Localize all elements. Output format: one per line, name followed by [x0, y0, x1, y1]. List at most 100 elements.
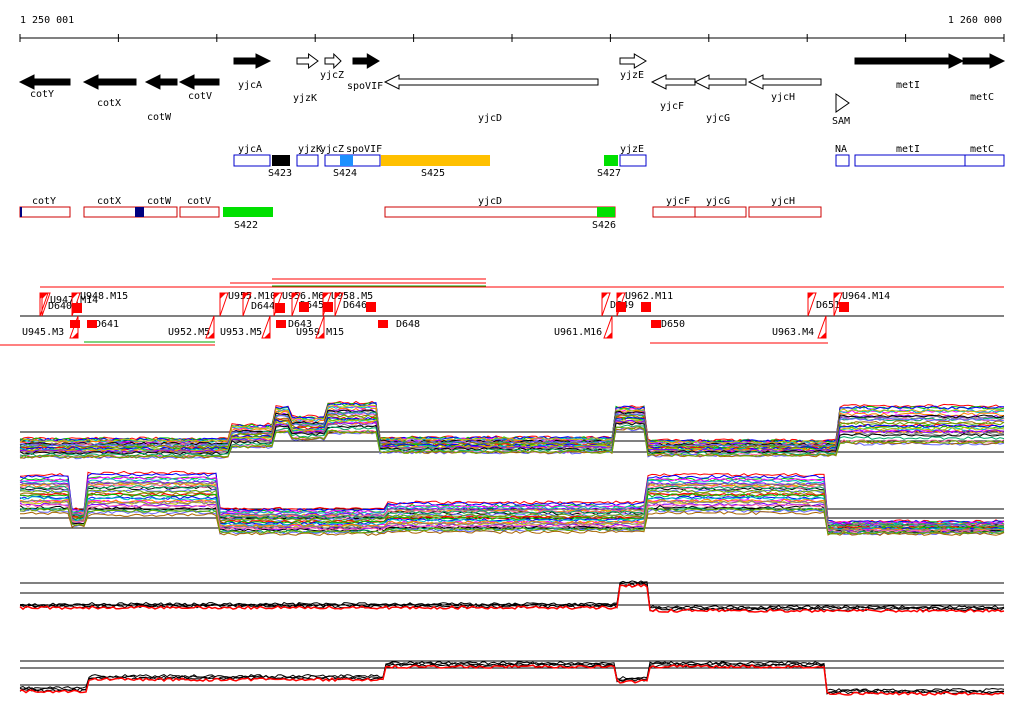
- gene-label-cotX: cotX: [97, 98, 121, 109]
- feature-label-lower: U952.M5: [168, 327, 210, 338]
- minus-box-label: cotW: [147, 196, 172, 207]
- feature-label-upper: U947.M14: [50, 295, 98, 306]
- plus-segment: [340, 155, 353, 166]
- plus-box-label: yjcZ: [320, 144, 344, 155]
- promoter-flag: [602, 293, 608, 299]
- terminator-marker: [378, 320, 388, 328]
- gene-arrow-yjcA: [233, 53, 272, 69]
- gene-label-yjcZ: yjcZ: [320, 70, 344, 81]
- plus-box: [296, 154, 319, 167]
- position-ruler: 1 250 001 1 260 000: [19, 15, 1005, 42]
- feature-label-upper: D651: [816, 300, 840, 311]
- plus-box-label: metC: [970, 144, 994, 155]
- feature-label-upper: D645: [300, 300, 324, 311]
- minus-box-label: yjcD: [478, 196, 502, 207]
- plus-box: [835, 154, 850, 167]
- feature-label-upper: D646: [343, 300, 367, 311]
- promoter-flag: [243, 293, 249, 299]
- terminator-marker: [276, 320, 286, 328]
- minus-box-label: cotV: [187, 196, 211, 207]
- minus-box: [384, 206, 616, 218]
- profile-trace: [19, 476, 1005, 525]
- gene-label-yjcF: yjcF: [660, 101, 684, 112]
- plus-segment-label: S425: [421, 168, 445, 179]
- promoter-flag: [808, 293, 814, 299]
- ruler-end-label: 1 260 000: [948, 15, 1002, 26]
- profile-trace: [19, 422, 1005, 456]
- feature-label-upper: U958.M5: [331, 291, 373, 302]
- promoter-flag: [40, 293, 46, 299]
- promoter-flag: [335, 293, 341, 299]
- plus-box-label: spoVIF: [346, 144, 382, 155]
- minus-box-label: cotX: [97, 196, 121, 207]
- ruler-ticks: [19, 34, 1005, 42]
- terminator-marker: [641, 302, 651, 312]
- gene-arrow-yjcF: [650, 74, 696, 90]
- gene-label-metC: metC: [970, 92, 994, 103]
- promoter-flag: [274, 293, 280, 299]
- plus-box: [964, 154, 1005, 167]
- minus-marker: [20, 207, 22, 217]
- expression-profile-minus-multi: [19, 470, 1005, 537]
- gene-arrow-metC: [962, 53, 1006, 69]
- summary-trace: [19, 662, 1005, 694]
- summary-trace: [19, 664, 1005, 696]
- minus-segment-label: S422: [234, 220, 258, 231]
- plus-box-label: NA: [835, 144, 847, 155]
- ruler-start-label: 1 250 001: [20, 15, 74, 26]
- feature-label-lower: D648: [396, 319, 420, 330]
- feature-label-upper: D644: [251, 301, 275, 312]
- feature-label-upper: U955.M10: [228, 291, 276, 302]
- feature-label-lower: U959.M15: [296, 327, 344, 338]
- promoter-flag: [617, 293, 623, 299]
- gene-arrow-yjzE: [619, 53, 647, 69]
- gene-label-cotW: cotW: [147, 112, 172, 123]
- feature-label-upper: D640: [48, 301, 72, 312]
- gene-label-yjcG: yjcG: [706, 113, 730, 124]
- feature-label-lower: U961.M16: [554, 327, 602, 338]
- promoter-flag: [834, 293, 840, 299]
- promoter-flag-minus: [318, 332, 324, 338]
- promoter-flag: [72, 293, 78, 299]
- promoter-flag: [292, 293, 298, 299]
- terminator-marker: [616, 302, 626, 312]
- plus-box-label: metI: [896, 144, 920, 155]
- minus-strand-track: cotY cotX cotW cotV yjcD yjcF yjcG yjcH S422 S426: [19, 196, 822, 231]
- feature-label-lower: D643: [288, 319, 312, 330]
- plus-segment: [381, 155, 490, 166]
- minus-segment: [223, 207, 273, 217]
- minus-box: [179, 206, 220, 218]
- expression-profile-minus-summary: [19, 660, 1005, 696]
- profile-trace: [19, 414, 1005, 450]
- minus-segment: [597, 207, 615, 217]
- plus-box-label: yjcA: [238, 144, 262, 155]
- feature-label-lower: U963.M4: [772, 327, 814, 338]
- promoter-flag-minus: [72, 332, 78, 338]
- profile-trace: [19, 470, 1005, 524]
- plus-segment: [272, 155, 290, 166]
- expression-profile-plus-summary: [19, 580, 1005, 613]
- summary-trace: [19, 583, 1005, 613]
- gene-label-yjzE: yjzE: [620, 70, 644, 81]
- plus-box-label: yjzK: [298, 144, 322, 155]
- promoter-flag-minus: [208, 332, 214, 338]
- profile-trace: [19, 402, 1005, 444]
- feature-label-lower: U953.M5: [220, 327, 262, 338]
- terminator-marker: [275, 303, 285, 313]
- feature-label-upper: U962.M11: [625, 291, 673, 302]
- plus-segment-label: S423: [268, 168, 292, 179]
- profile-trace: [19, 485, 1005, 528]
- gene-label-yjcA: yjcA: [238, 80, 262, 91]
- terminator-marker: [839, 302, 849, 312]
- gene-label-yjcD: yjcD: [478, 113, 502, 124]
- gene-arrow-yjcD: [383, 74, 599, 90]
- gene-arrow-spoVIF: [352, 53, 380, 69]
- profile-trace: [19, 419, 1005, 454]
- gene-arrow-yjcH: [747, 74, 822, 90]
- gene-arrow-cotY: [18, 74, 71, 90]
- feature-label-lower: D641: [95, 319, 119, 330]
- gene-arrow-cotX: [82, 74, 137, 90]
- plus-box: [854, 154, 966, 167]
